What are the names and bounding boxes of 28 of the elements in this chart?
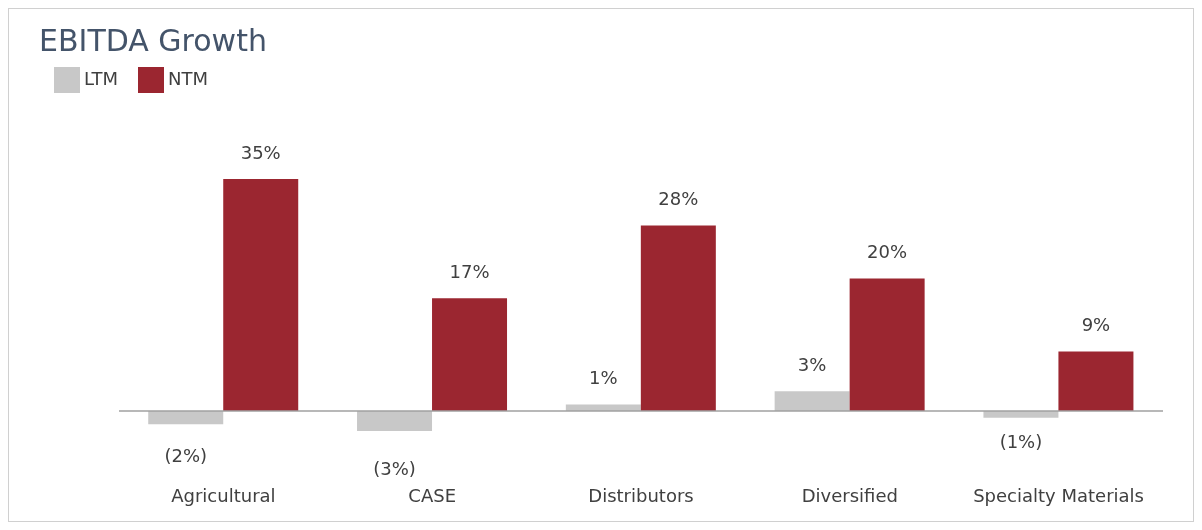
data-label: (1%) bbox=[999, 431, 1043, 453]
bar bbox=[565, 404, 641, 412]
data-label: 35% bbox=[240, 142, 281, 163]
bar bbox=[640, 225, 716, 412]
data-label: 28% bbox=[658, 188, 699, 210]
data-label: 3% bbox=[797, 354, 827, 376]
chart-title: EBITDA Growth bbox=[39, 23, 267, 58]
bar bbox=[432, 298, 508, 412]
bar bbox=[849, 278, 925, 412]
legend-label: NTM bbox=[168, 68, 209, 89]
data-label: 20% bbox=[867, 241, 908, 263]
data-label: 9% bbox=[1081, 314, 1111, 336]
x-tick-label: Diversified bbox=[801, 484, 898, 506]
bar bbox=[357, 411, 433, 431]
x-tick-label: Distributors bbox=[588, 484, 694, 506]
x-tick-label: Specialty Materials bbox=[973, 484, 1144, 506]
x-tick-label: Agricultural bbox=[171, 484, 276, 506]
data-label: (2%) bbox=[164, 444, 208, 466]
bar bbox=[774, 391, 850, 412]
legend-label: LTM bbox=[84, 68, 119, 89]
data-label: 1% bbox=[589, 367, 618, 389]
bar bbox=[983, 411, 1059, 418]
data-label: 17% bbox=[449, 261, 490, 283]
data-label: (3%) bbox=[373, 457, 416, 479]
bar bbox=[1058, 351, 1134, 412]
bar bbox=[148, 411, 224, 425]
x-tick-label: CASE bbox=[408, 484, 457, 506]
bar bbox=[223, 179, 299, 412]
